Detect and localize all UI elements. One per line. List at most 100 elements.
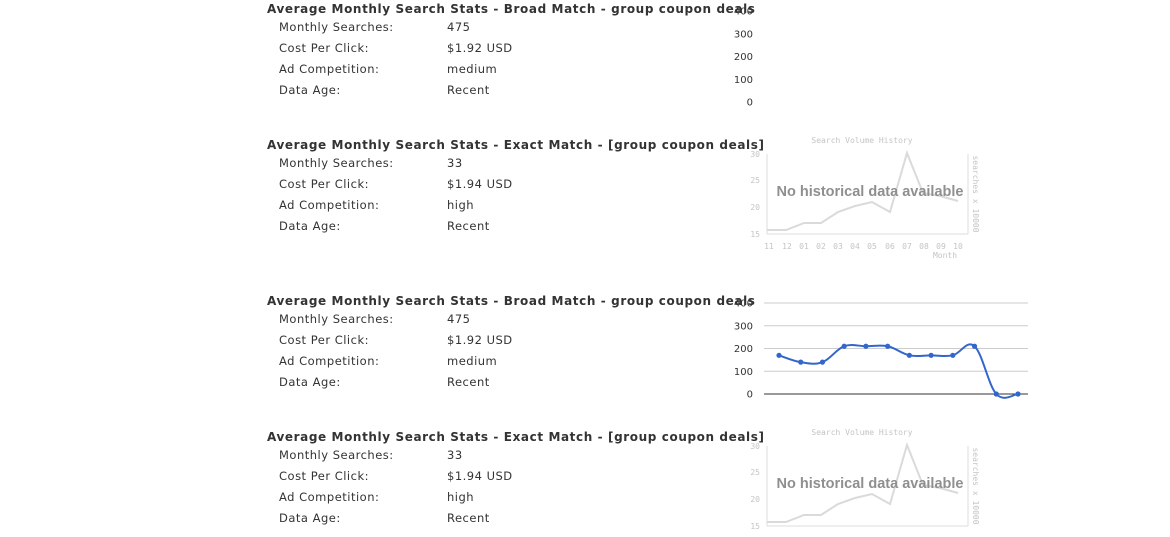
data-point (993, 391, 999, 397)
stat-label: Data Age: (279, 83, 341, 97)
placeholder-y-ticks: 30 25 20 15 (750, 442, 760, 531)
stat-value: $1.94 USD (447, 469, 513, 483)
data-point (1015, 391, 1021, 397)
stat-label: Monthly Searches: (279, 20, 394, 34)
search-volume-line-chart: 400 300 200 100 0 (734, 299, 1028, 401)
stat-label: Data Age: (279, 511, 341, 525)
stat-value: Recent (447, 83, 490, 97)
y-tick-label: 300 (734, 29, 753, 40)
y-tick-label: 200 (734, 344, 753, 355)
stat-value: $1.92 USD (447, 41, 513, 55)
x-tick: 04 (850, 242, 860, 251)
stats-block-exact-2: Average Monthly Search Stats - Exact Mat… (267, 429, 765, 529)
placeholder-y-ticks: 30 25 20 15 (750, 150, 760, 239)
x-tick: 08 (919, 242, 929, 251)
y-tick-label: 0 (747, 98, 753, 109)
stats-title: Average Monthly Search Stats - Exact Mat… (267, 138, 765, 152)
stat-row-monthly-searches: Monthly Searches: 475 (267, 309, 727, 330)
y-tick: 20 (750, 203, 760, 212)
stats-block-broad-2: Average Monthly Search Stats - Broad Mat… (267, 293, 756, 393)
stat-value: Recent (447, 375, 490, 389)
x-tick: 11 (764, 242, 774, 251)
y-tick-label: 400 (734, 299, 753, 310)
stat-label: Data Age: (279, 375, 341, 389)
placeholder-line (767, 149, 959, 231)
stat-value: Recent (447, 511, 490, 525)
placeholder-title: Search Volume History (811, 428, 912, 437)
stat-row-monthly-searches: Monthly Searches: 475 (267, 17, 727, 38)
y-tick: 30 (750, 150, 760, 159)
no-data-placeholder-chart: Search Volume History 30 25 20 15 No his… (750, 428, 980, 531)
stat-label: Ad Competition: (279, 198, 380, 212)
stat-value: $1.92 USD (447, 333, 513, 347)
search-volume-chart-empty: 400 300 200 100 0 (734, 7, 753, 109)
data-point (971, 343, 978, 349)
y-tick: 20 (750, 495, 760, 504)
data-point (798, 359, 804, 365)
y-tick: 25 (750, 468, 760, 477)
stat-row-data-age: Data Age: Recent (267, 372, 727, 393)
stat-row-cost-per-click: Cost Per Click: $1.94 USD (267, 466, 727, 487)
x-tick: 03 (833, 242, 843, 251)
stats-title: Average Monthly Search Stats - Broad Mat… (267, 294, 756, 308)
stat-row-cost-per-click: Cost Per Click: $1.92 USD (267, 330, 727, 351)
x-tick: 09 (936, 242, 946, 251)
y-tick: 15 (750, 522, 760, 531)
stat-value: high (447, 490, 475, 504)
placeholder-line (767, 441, 959, 523)
stat-row-ad-competition: Ad Competition: high (267, 195, 727, 216)
stats-block-exact-1: Average Monthly Search Stats - Exact Mat… (267, 137, 765, 237)
stat-label: Ad Competition: (279, 490, 380, 504)
stat-value: 475 (447, 312, 471, 326)
stat-label: Cost Per Click: (279, 469, 369, 483)
data-point (928, 352, 934, 358)
stat-value: 33 (447, 448, 463, 462)
stats-title: Average Monthly Search Stats - Exact Mat… (267, 430, 765, 444)
x-tick: 05 (867, 242, 877, 251)
stat-row-monthly-searches: Monthly Searches: 33 (267, 445, 727, 466)
stat-label: Monthly Searches: (279, 156, 394, 170)
data-point (819, 359, 826, 365)
x-tick: 06 (885, 242, 895, 251)
y-tick-label: 300 (734, 321, 753, 332)
stat-value: medium (447, 62, 498, 76)
placeholder-x-axis-label: Month (933, 251, 957, 260)
x-tick: 10 (953, 242, 963, 251)
stat-value: Recent (447, 219, 490, 233)
stat-row-data-age: Data Age: Recent (267, 216, 727, 237)
placeholder-y-axis-label: searches x 10000 (971, 447, 980, 524)
stat-label: Ad Competition: (279, 354, 380, 368)
stat-row-ad-competition: Ad Competition: medium (267, 59, 727, 80)
stat-label: Data Age: (279, 219, 341, 233)
data-point (863, 343, 869, 349)
stat-value: 33 (447, 156, 463, 170)
stat-value: $1.94 USD (447, 177, 513, 191)
y-tick: 15 (750, 230, 760, 239)
stat-label: Cost Per Click: (279, 177, 369, 191)
stats-title: Average Monthly Search Stats - Broad Mat… (267, 2, 756, 16)
stat-label: Monthly Searches: (279, 448, 394, 462)
y-tick-label: 100 (734, 367, 753, 378)
stat-row-cost-per-click: Cost Per Click: $1.92 USD (267, 38, 727, 59)
stat-row-ad-competition: Ad Competition: high (267, 487, 727, 508)
stat-value: medium (447, 354, 498, 368)
y-tick: 30 (750, 442, 760, 451)
y-tick-label: 0 (747, 390, 753, 401)
stat-label: Ad Competition: (279, 62, 380, 76)
stat-label: Cost Per Click: (279, 41, 369, 55)
stat-row-data-age: Data Age: Recent (267, 80, 727, 101)
no-data-message: No historical data available (777, 476, 964, 492)
stat-row-cost-per-click: Cost Per Click: $1.94 USD (267, 174, 727, 195)
placeholder-y-axis-label: searches x 10000 (971, 155, 980, 232)
placeholder-x-ticks: 11 12 01 02 03 04 05 06 07 08 09 10 (764, 242, 963, 251)
data-point (841, 343, 847, 349)
stat-label: Cost Per Click: (279, 333, 369, 347)
data-point (776, 352, 782, 358)
stat-row-monthly-searches: Monthly Searches: 33 (267, 153, 727, 174)
x-tick: 12 (782, 242, 792, 251)
y-tick-label: 400 (734, 7, 753, 18)
stat-label: Monthly Searches: (279, 312, 394, 326)
y-tick-label: 200 (734, 52, 753, 63)
stat-row-data-age: Data Age: Recent (267, 508, 727, 529)
data-point (950, 352, 956, 358)
